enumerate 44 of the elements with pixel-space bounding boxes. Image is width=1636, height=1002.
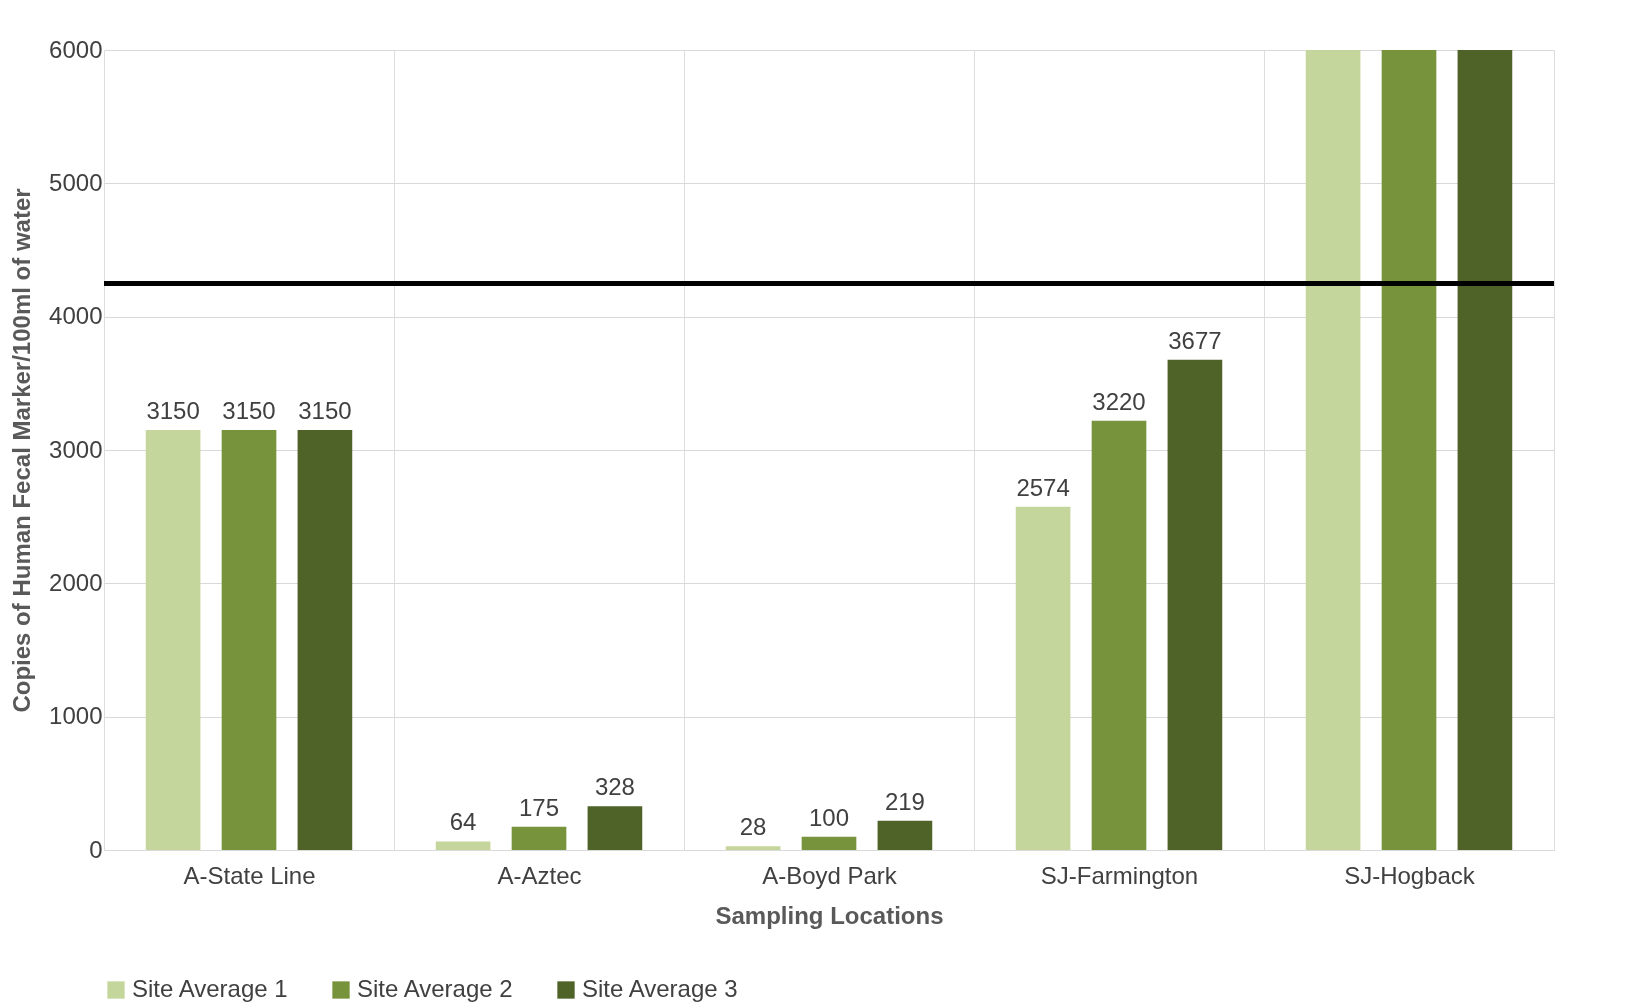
data-label: 3150	[222, 397, 276, 424]
y-tick-label: 2000	[49, 568, 103, 596]
y-tick-label: 5000	[49, 168, 103, 196]
bar	[1381, 50, 1437, 850]
bar	[221, 430, 277, 850]
y-tick-label: 4000	[49, 302, 103, 330]
bar	[145, 430, 201, 850]
bar	[877, 820, 933, 850]
bar	[587, 806, 643, 850]
x-tick-label: SJ-Farmington	[1040, 861, 1199, 889]
legend-label: Site Average 3	[582, 975, 738, 1002]
bar	[297, 430, 353, 850]
data-label: 328	[594, 773, 635, 801]
data-label: 28	[739, 813, 767, 841]
y-axis-title: Copies of Human Fecal Marker/100ml of water	[8, 188, 36, 713]
x-tick-label: A-Aztec	[497, 861, 582, 889]
data-label: 3150	[298, 397, 352, 424]
data-label: 3220	[1092, 387, 1146, 415]
y-tick-label: 1000	[49, 702, 103, 730]
data-label: 175	[518, 793, 560, 821]
data-label: 219	[884, 787, 925, 815]
bar	[435, 841, 491, 850]
y-tick-label: 3000	[49, 435, 103, 463]
y-tick-label: 0	[89, 835, 103, 863]
x-tick-label: SJ-Hogback	[1344, 861, 1476, 889]
data-label: 3677	[1168, 326, 1222, 354]
data-label: 100	[808, 803, 850, 831]
bar	[725, 846, 781, 850]
bar	[1457, 50, 1513, 850]
data-label: 64	[449, 808, 477, 836]
bar	[1091, 420, 1147, 850]
bar	[511, 826, 567, 850]
bar	[1167, 359, 1223, 850]
x-tick-label: A-State Line	[183, 861, 316, 889]
bar	[1305, 50, 1361, 850]
bar	[1015, 506, 1071, 850]
y-tick-label: 6000	[49, 35, 103, 63]
bar	[801, 836, 857, 850]
x-axis-title: Sampling Locations	[715, 901, 944, 929]
data-label: 3150	[146, 397, 200, 424]
legend-label: Site Average 2	[357, 975, 513, 1002]
x-tick-label: A-Boyd Park	[762, 861, 898, 889]
legend-label: Site Average 1	[132, 975, 288, 1002]
data-label: 2574	[1016, 473, 1070, 501]
